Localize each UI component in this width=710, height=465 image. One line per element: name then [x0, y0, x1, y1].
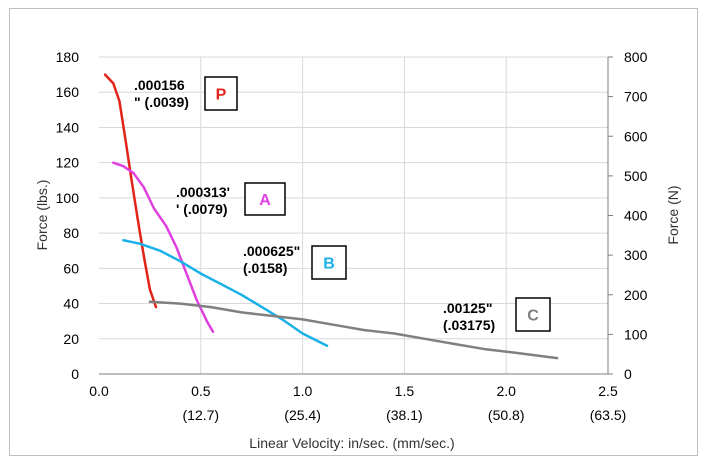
y-left-tick-label: 20	[63, 331, 79, 347]
series-annotations: .000156" (.0039) P .000313'' (.0079) A .0006…	[134, 76, 551, 333]
x-tick-label: 2.5	[598, 383, 618, 399]
series-line-p	[103, 73, 158, 309]
series-annotation-c: .00125"	[443, 300, 492, 316]
chart-frame	[9, 8, 698, 456]
y-right-tick-label: 100	[624, 326, 648, 342]
y-right-tick-label: 400	[624, 208, 648, 224]
series-annotation-a: .000313'	[176, 184, 230, 200]
series-annotation-c: (.03175)	[443, 317, 495, 333]
series-badge-box-b	[311, 245, 347, 280]
y-axis-left-title: Force (lbs.)	[34, 180, 50, 251]
series-annotation-p: .000156	[134, 77, 185, 93]
y-left-tick-label: 140	[56, 119, 80, 135]
x-mm-tick-label: (63.5)	[590, 407, 627, 423]
y-right-tick-label: 300	[624, 247, 648, 263]
y-right-tick-label: 0	[624, 366, 632, 382]
series-annotation-p: " (.0039)	[134, 94, 189, 110]
y-left-tick-label: 160	[56, 84, 80, 100]
series-line-c	[148, 300, 559, 360]
series-badge-box-c	[515, 297, 551, 332]
series-annotation-b: .000625"	[243, 243, 300, 259]
y-left-tick-label: 120	[56, 155, 80, 171]
series-annotation-a: ' (.0079)	[176, 201, 228, 217]
y-right-tick-label: 600	[624, 128, 648, 144]
y-right-tick-label: 200	[624, 287, 648, 303]
series-line-b	[122, 238, 329, 348]
x-mm-tick-label: (38.1)	[386, 407, 423, 423]
y-left-tick-label: 0	[71, 366, 79, 382]
series-annotation-b: (.0158)	[243, 260, 287, 276]
x-tick-label: 0.5	[191, 383, 211, 399]
y-left-tick-label: 40	[63, 296, 79, 312]
x-axis-title: Linear Velocity: in/sec. (mm/sec.)	[249, 435, 454, 451]
x-tick-label: 2.0	[496, 383, 516, 399]
gridlines	[99, 56, 609, 374]
y-right-tick-label: 700	[624, 89, 648, 105]
series-badge-box-p	[204, 76, 238, 111]
y-right-tick-label: 500	[624, 168, 648, 184]
x-mm-tick-label: (50.8)	[488, 407, 525, 423]
y-left-tick-label: 60	[63, 260, 79, 276]
x-tick-label: 1.5	[395, 383, 415, 399]
series-badge-label-a: A	[259, 192, 271, 209]
series-badge-box-a	[244, 182, 286, 216]
x-mm-tick-label: (25.4)	[284, 407, 321, 423]
x-tick-label: 0.0	[89, 383, 109, 399]
series-badge-label-p: P	[216, 87, 227, 104]
series-badge-label-c: C	[527, 308, 539, 325]
y-left-tick-label: 180	[56, 49, 80, 65]
y-right-tick-label: 800	[624, 49, 648, 65]
x-tick-label: 1.0	[293, 383, 313, 399]
y-left-tick-label: 100	[56, 190, 80, 206]
series-badge-label-b: B	[323, 256, 335, 273]
axes	[99, 56, 613, 375]
series-lines	[103, 73, 559, 360]
x-mm-tick-label: (12.7)	[183, 407, 220, 423]
y-axis-right-title: Force (N)	[665, 185, 681, 244]
tick-labels: 0 20 40 60 80 100 120 140 160 180 0.0 0.5 1.0 1.5 2.0 2…	[56, 49, 648, 423]
y-left-tick-label: 80	[63, 225, 79, 241]
